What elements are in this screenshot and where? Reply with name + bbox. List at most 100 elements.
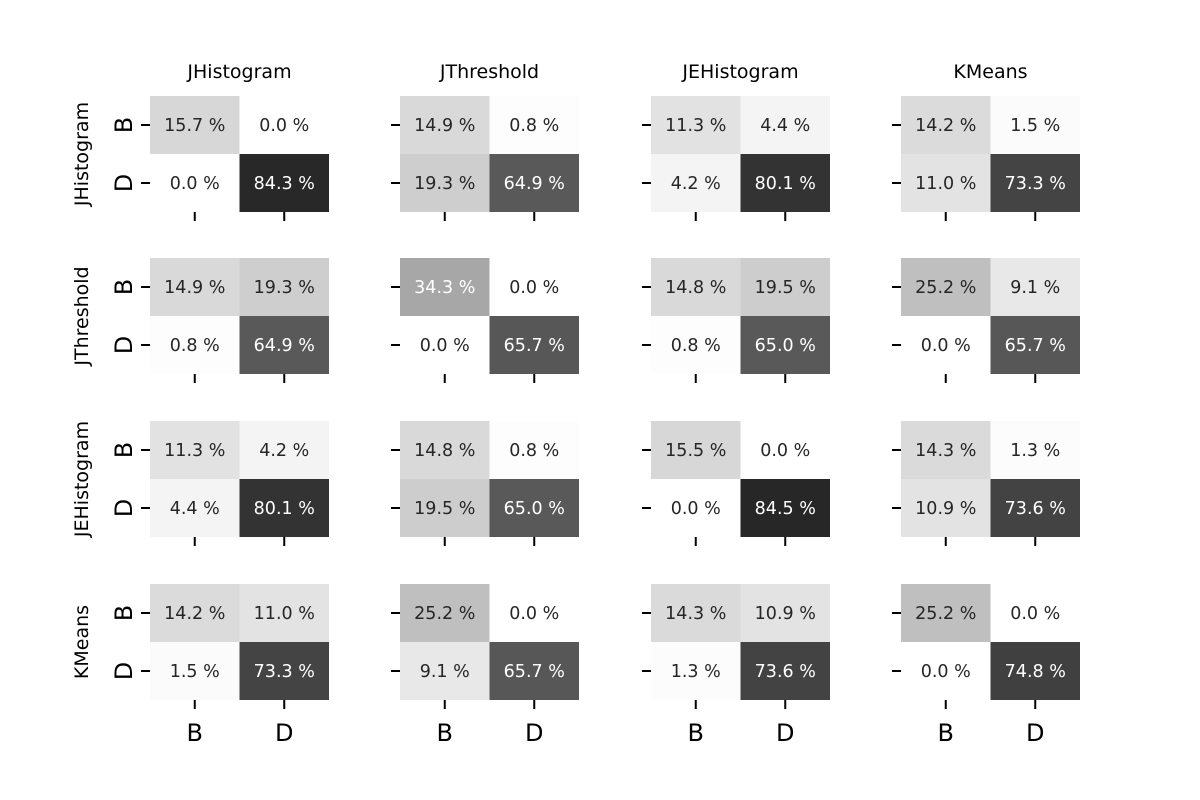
heatmap-cell [400, 316, 490, 374]
y-tick-label: D [110, 336, 138, 354]
x-tick-label: B [688, 719, 704, 747]
heatmap-cell [901, 584, 991, 642]
cell-value-label: 0.0 % [509, 604, 559, 624]
cell-value-label: 1.3 % [1010, 441, 1060, 461]
x-tick-label: B [938, 719, 954, 747]
cell-value-label: 0.8 % [671, 336, 721, 356]
heatmap-cell [901, 421, 991, 479]
heatmap-cell [990, 642, 1080, 700]
cell-value-label: 80.1 % [254, 499, 315, 519]
heatmap-cell [990, 258, 1080, 316]
column-title: JEHistogram [681, 61, 798, 83]
row-title: JThreshold [71, 266, 93, 366]
row-title: JEHistogram [71, 421, 93, 538]
column-title: JHistogram [186, 61, 291, 83]
x-tick-label: D [525, 719, 543, 747]
heatmap-cell [150, 154, 240, 212]
cell-value-label: 65.7 % [1005, 336, 1066, 356]
cell-value-label: 10.9 % [755, 604, 816, 624]
cell-value-label: 14.2 % [164, 604, 225, 624]
heatmap-cell [740, 421, 830, 479]
heatmap-cell [400, 421, 490, 479]
cell-value-label: 19.5 % [414, 499, 475, 519]
y-tick-label: D [110, 174, 138, 192]
heatmap-cell [400, 96, 490, 154]
cell-value-label: 0.0 % [921, 662, 971, 682]
heatmap-cell [489, 479, 579, 537]
heatmap-cell [651, 154, 741, 212]
column-title: KMeans [953, 61, 1027, 83]
heatmap-cell [239, 316, 329, 374]
cell-value-label: 0.0 % [170, 174, 220, 194]
heatmap-cell [740, 479, 830, 537]
y-tick-label: B [110, 442, 138, 458]
heatmap-cell [489, 154, 579, 212]
cell-value-label: 0.0 % [1010, 604, 1060, 624]
cell-value-label: 84.5 % [755, 499, 816, 519]
cell-value-label: 9.1 % [1010, 278, 1060, 298]
heatmap-cell [651, 642, 741, 700]
cell-value-label: 19.5 % [755, 278, 816, 298]
heatmap-cell [489, 258, 579, 316]
heatmap-cell [651, 316, 741, 374]
x-tick-label: D [275, 719, 293, 747]
cell-value-label: 9.1 % [420, 662, 470, 682]
heatmap-cell [239, 479, 329, 537]
heatmap-cell [740, 316, 830, 374]
cell-value-label: 15.5 % [665, 441, 726, 461]
y-tick-label: D [110, 499, 138, 517]
heatmap-cell [400, 154, 490, 212]
row-title: JHistogram [71, 102, 93, 207]
cell-value-label: 14.3 % [915, 441, 976, 461]
cell-value-label: 34.3 % [414, 278, 475, 298]
cell-value-label: 73.3 % [1005, 174, 1066, 194]
heatmap-cell [990, 316, 1080, 374]
heatmap-cell [489, 316, 579, 374]
cell-value-label: 11.3 % [164, 441, 225, 461]
cell-value-label: 11.0 % [254, 604, 315, 624]
cell-value-label: 4.2 % [259, 441, 309, 461]
cell-value-label: 15.7 % [164, 116, 225, 136]
row-title: KMeans [71, 605, 93, 679]
heatmap-cell [740, 584, 830, 642]
heatmap-cell [489, 96, 579, 154]
x-tick-label: B [437, 719, 453, 747]
cell-value-label: 25.2 % [915, 278, 976, 298]
heatmap-cell [990, 421, 1080, 479]
cell-value-label: 0.8 % [509, 116, 559, 136]
cell-value-label: 0.0 % [259, 116, 309, 136]
heatmap-cell [901, 96, 991, 154]
heatmap-cell [150, 584, 240, 642]
heatmap-cell [990, 154, 1080, 212]
y-tick-label: B [110, 605, 138, 621]
cell-value-label: 74.8 % [1005, 662, 1066, 682]
cell-value-label: 1.5 % [170, 662, 220, 682]
heatmap-cell [400, 584, 490, 642]
heatmap-cell [651, 421, 741, 479]
cell-value-label: 4.4 % [170, 499, 220, 519]
heatmap-cell [150, 421, 240, 479]
cell-value-label: 19.3 % [254, 278, 315, 298]
heatmap-cell [651, 584, 741, 642]
heatmap-cell [150, 258, 240, 316]
heatmap-cell [740, 258, 830, 316]
cell-value-label: 14.9 % [414, 116, 475, 136]
column-title: JThreshold [439, 61, 539, 83]
cell-value-label: 64.9 % [504, 174, 565, 194]
heatmap-cell [901, 642, 991, 700]
cell-value-label: 0.0 % [760, 441, 810, 461]
cell-value-label: 14.3 % [665, 604, 726, 624]
cell-value-label: 73.6 % [755, 662, 816, 682]
cell-value-label: 64.9 % [254, 336, 315, 356]
cell-value-label: 10.9 % [915, 499, 976, 519]
cell-value-label: 65.7 % [504, 336, 565, 356]
heatmap-cell [239, 584, 329, 642]
heatmap-cell [990, 479, 1080, 537]
cell-value-label: 4.4 % [760, 116, 810, 136]
heatmap-cell [400, 642, 490, 700]
heatmap-cell [740, 96, 830, 154]
heatmap-cell [150, 642, 240, 700]
heatmap-cell [990, 584, 1080, 642]
heatmap-cell [651, 479, 741, 537]
heatmap-cell [400, 479, 490, 537]
